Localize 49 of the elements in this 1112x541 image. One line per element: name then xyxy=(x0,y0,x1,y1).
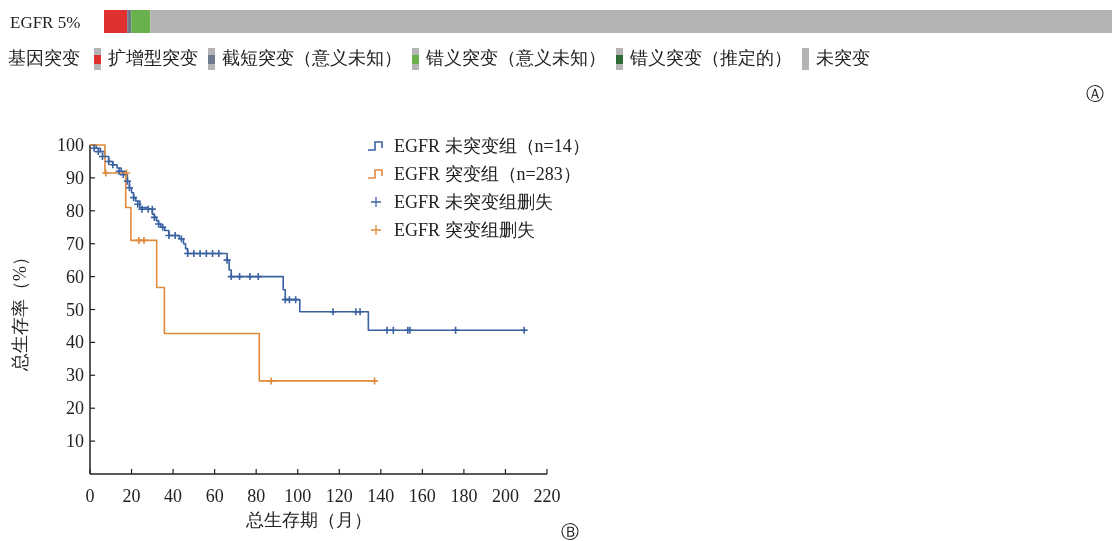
point xyxy=(158,222,167,232)
legend-label: 未突变 xyxy=(816,48,870,68)
x-tick-label: 20 xyxy=(122,486,141,506)
point xyxy=(222,255,232,265)
bar xyxy=(131,10,151,33)
y-tick-label: 70 xyxy=(66,233,84,254)
x-tick-label: 220 xyxy=(533,486,561,506)
y-tick-label: 10 xyxy=(66,431,84,452)
legend-label: EGFR 突变组（n=283） xyxy=(394,164,581,184)
bar xyxy=(104,10,128,33)
y-tick-label: 90 xyxy=(66,167,84,188)
y-tick-label: 40 xyxy=(66,332,84,353)
bar xyxy=(150,10,1112,33)
x-tick-label: 60 xyxy=(205,486,224,506)
legend-label: 扩增型突变 xyxy=(108,48,198,68)
legend-label: EGFR 未突变组（n=14） xyxy=(394,136,590,156)
x-tick-label: 0 xyxy=(85,486,95,506)
text: Ⓑ xyxy=(561,522,579,541)
legend-label: EGFR 未突变组删失 xyxy=(394,192,553,212)
point xyxy=(382,325,392,335)
point xyxy=(328,307,338,317)
x-tick-label: 80 xyxy=(247,486,266,506)
legend-label: EGFR 突变组删失 xyxy=(394,220,535,240)
text: Ⓐ xyxy=(1086,84,1104,104)
legend-label: 错义突变（推定的） xyxy=(629,48,792,68)
y-tick-label: 20 xyxy=(66,398,84,419)
y-tick-label: 80 xyxy=(66,200,84,221)
x-tick-label: 160 xyxy=(408,486,436,506)
x-axis-title: 总生存期（月） xyxy=(244,510,372,530)
x-tick-label: 40 xyxy=(164,486,183,506)
x-tick-label: 120 xyxy=(325,486,353,506)
y-tick-label: 60 xyxy=(66,266,84,287)
x-tick-label: 180 xyxy=(450,486,478,506)
x-tick-label: 140 xyxy=(367,486,395,506)
legend-title: 基因突变 xyxy=(8,48,80,68)
legend-label: 错义突变（意义未知） xyxy=(425,48,606,68)
legend-label: 截短突变（意义未知） xyxy=(222,48,402,68)
point xyxy=(266,376,276,386)
x-tick-label: 100 xyxy=(284,486,312,506)
y-tick-label: 50 xyxy=(66,299,84,320)
y-tick-label: 100 xyxy=(57,135,84,155)
x-tick-label: 200 xyxy=(491,486,519,506)
y-tick-label: 30 xyxy=(66,365,84,386)
y-axis-title: 总生存率（%） xyxy=(10,248,30,372)
point xyxy=(519,325,529,335)
point xyxy=(388,325,398,335)
point xyxy=(101,168,111,178)
bar xyxy=(127,10,132,33)
y-tick-label: EGFR 5% xyxy=(10,12,81,32)
